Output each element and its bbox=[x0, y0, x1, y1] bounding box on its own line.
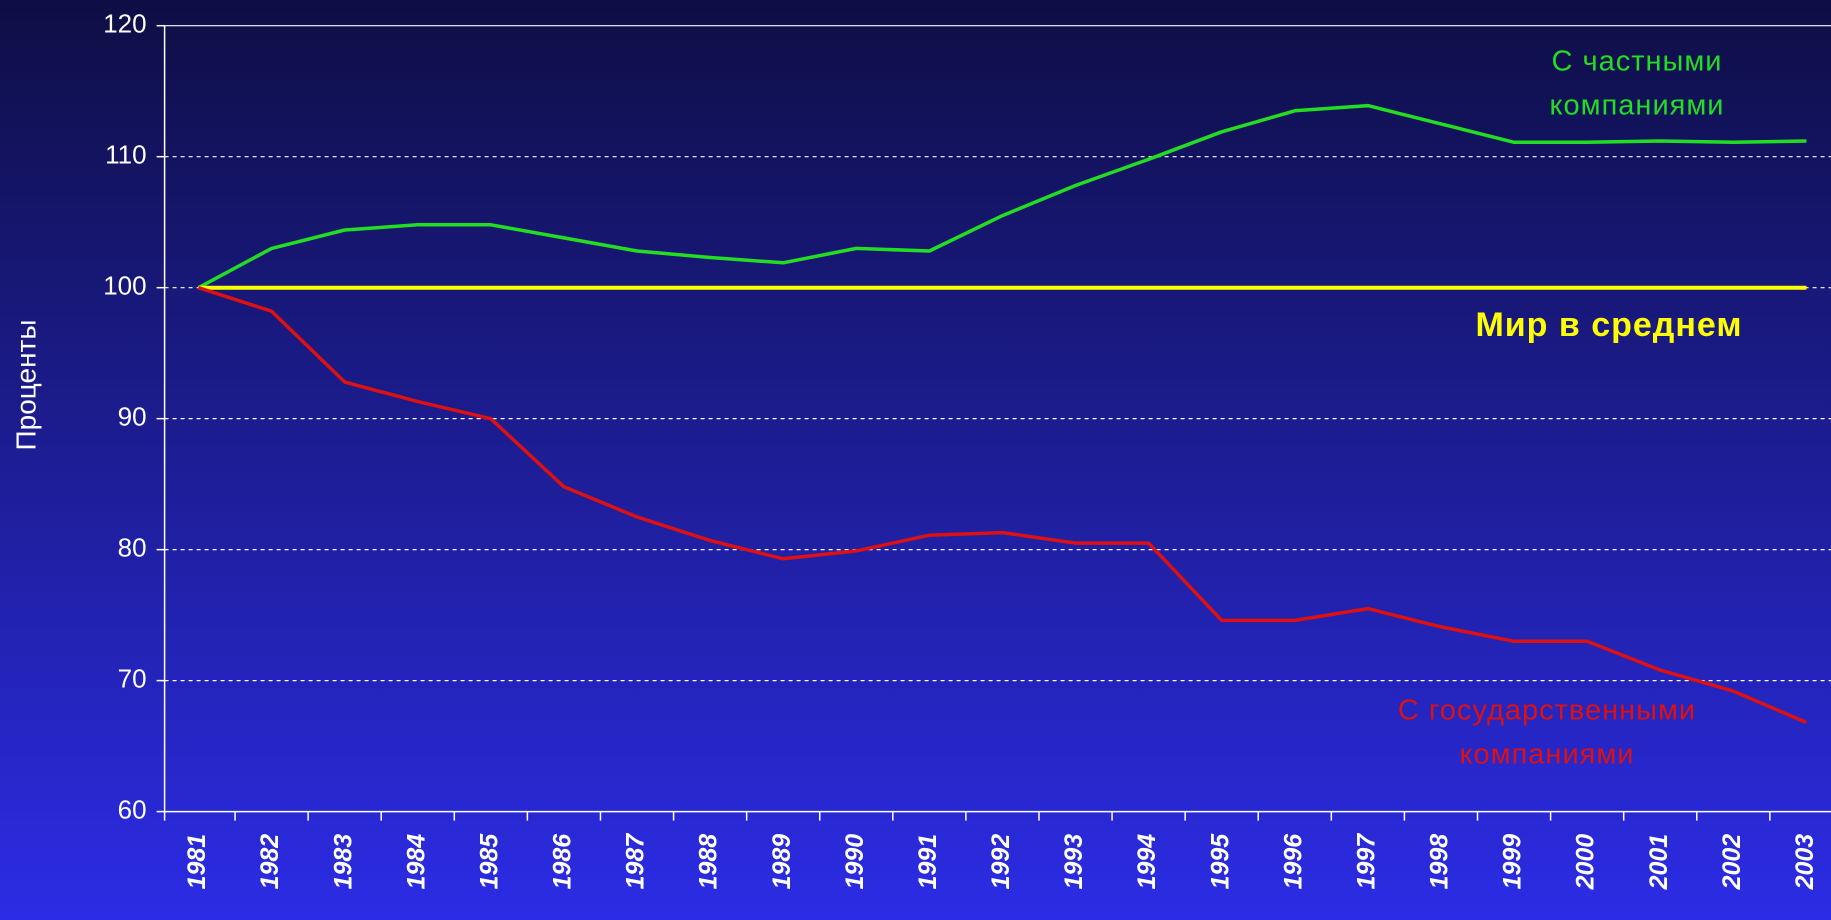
x-tick-label: 1999 bbox=[1499, 834, 1527, 890]
x-tick-label: 1995 bbox=[1206, 833, 1234, 890]
y-tick-label: 70 bbox=[118, 663, 147, 693]
x-tick-label: 1992 bbox=[987, 834, 1015, 890]
x-tick-label: 2003 bbox=[1791, 834, 1819, 891]
y-tick-label: 80 bbox=[118, 533, 147, 563]
y-tick-label: 100 bbox=[103, 271, 146, 301]
series-line bbox=[197, 103, 1807, 290]
x-tick-label: 1981 bbox=[183, 834, 211, 890]
x-tick-label: 1984 bbox=[402, 834, 430, 890]
y-tick-label: 120 bbox=[103, 9, 146, 39]
y-tick-label: 90 bbox=[118, 402, 147, 432]
series-label: компаниями bbox=[1460, 739, 1635, 771]
x-tick-label: 2001 bbox=[1645, 834, 1673, 891]
x-tick-label: 1987 bbox=[622, 833, 650, 890]
y-tick-label: 60 bbox=[118, 794, 147, 824]
x-tick-label: 1982 bbox=[256, 834, 284, 890]
series-label: Мир в среднем bbox=[1475, 306, 1742, 344]
x-tick-label: 1983 bbox=[329, 834, 357, 890]
series-line bbox=[197, 286, 1808, 725]
x-tick-label: 1997 bbox=[1352, 833, 1380, 890]
y-tick-label: 110 bbox=[105, 140, 146, 170]
x-tick-label: 1990 bbox=[841, 834, 869, 890]
x-tick-label: 1998 bbox=[1426, 834, 1454, 890]
x-tick-label: 1986 bbox=[549, 833, 577, 890]
series-label: компаниями bbox=[1550, 90, 1725, 122]
x-tick-label: 2000 bbox=[1572, 834, 1600, 891]
series-label: С частными bbox=[1551, 46, 1722, 78]
series-label: С государственными bbox=[1398, 695, 1696, 727]
x-tick-label: 1993 bbox=[1060, 834, 1088, 890]
x-tick-label: 2002 bbox=[1718, 834, 1746, 891]
x-tick-label: 1991 bbox=[914, 834, 942, 890]
y-axis-label: Проценты bbox=[10, 320, 41, 451]
x-tick-label: 1989 bbox=[768, 834, 796, 890]
x-tick-label: 1985 bbox=[475, 833, 503, 890]
x-tick-label: 1988 bbox=[695, 834, 723, 890]
x-tick-label: 1994 bbox=[1133, 834, 1161, 890]
x-tick-label: 1996 bbox=[1279, 833, 1307, 890]
